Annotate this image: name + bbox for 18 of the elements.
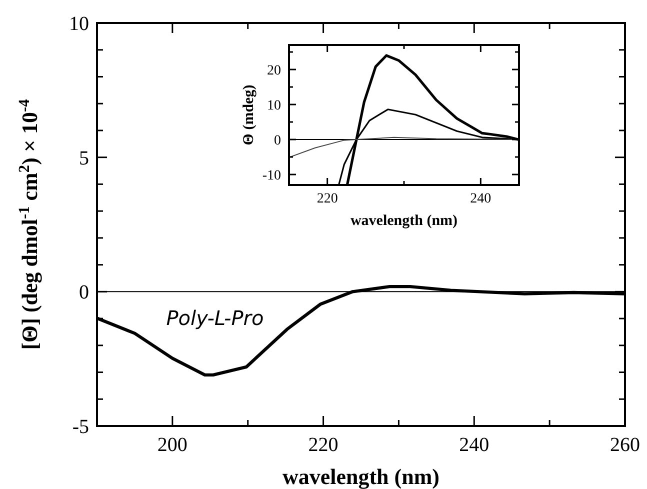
- y-tick-label: 0: [79, 282, 89, 304]
- x-tick-label: 260: [610, 434, 640, 456]
- y-axis-title: Θ (mdeg): [241, 84, 257, 146]
- y-tick-label: 10: [69, 13, 89, 35]
- y-tick-label: 20: [267, 63, 281, 78]
- x-tick-label: 220: [308, 434, 338, 456]
- y-tick-label: -5: [72, 416, 89, 438]
- x-tick-label: 240: [459, 434, 490, 456]
- x-axis-title: wavelength (nm): [282, 464, 440, 489]
- x-tick-label: 220: [316, 192, 338, 206]
- x-axis-title: wavelength (nm): [350, 213, 458, 229]
- y-tick-label: 5: [79, 147, 89, 170]
- y-tick-label: 10: [267, 98, 281, 114]
- x-tick-label: 200: [157, 434, 188, 456]
- annotation: Poly-L-Pro: [166, 306, 264, 330]
- y-tick-label: -10: [262, 168, 281, 184]
- y-tick-label: 0: [274, 133, 281, 148]
- x-tick-label: 240: [470, 192, 492, 206]
